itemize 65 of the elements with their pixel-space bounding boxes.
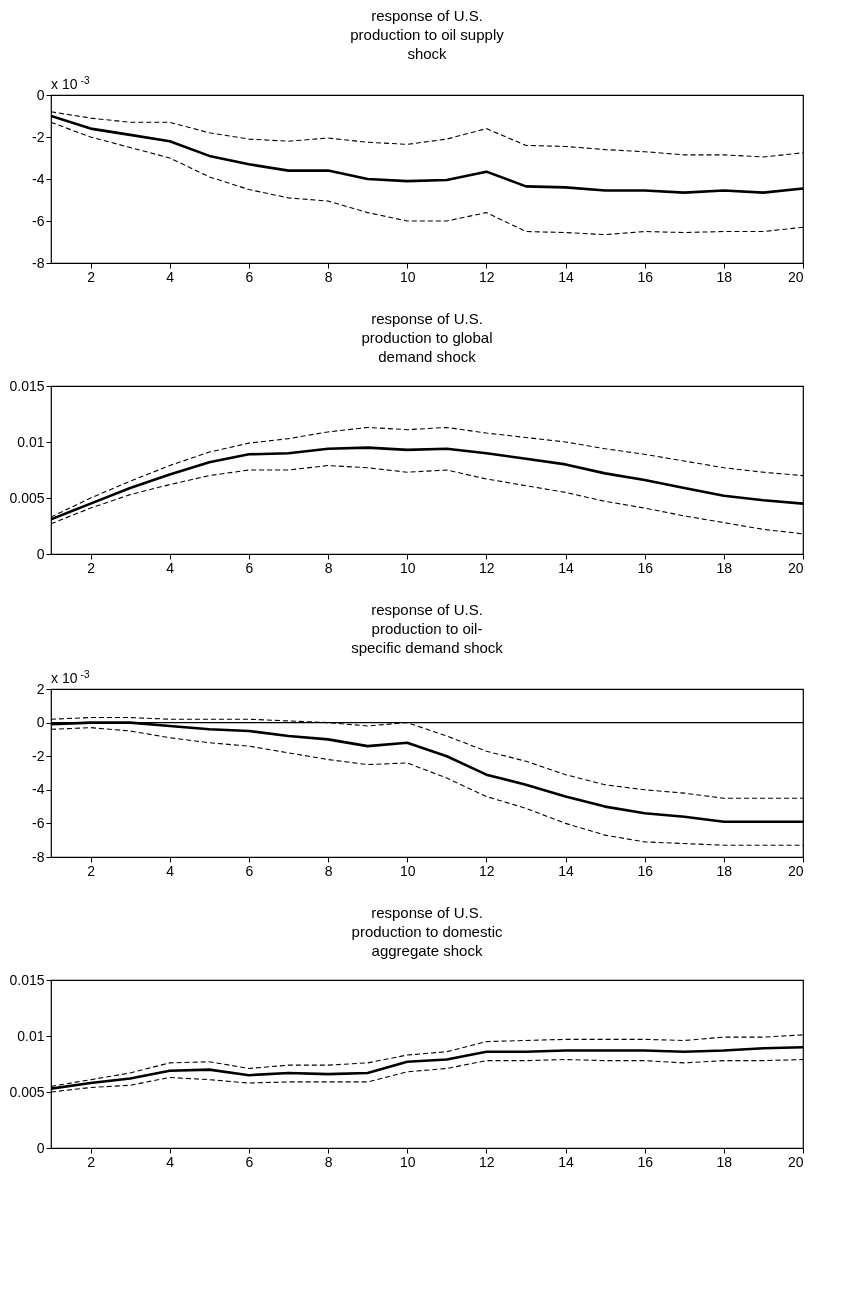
x-tick-label: 16: [637, 1153, 654, 1170]
x-tick-label: 18: [716, 1153, 733, 1170]
x-tick-label: 18: [716, 268, 733, 285]
x-tick-label: 6: [245, 862, 254, 879]
x-tick-label: 14: [558, 268, 575, 285]
chart-title: response of U.S. production to domestic aggregate shock: [351, 904, 503, 959]
x-tick-label: 12: [479, 862, 495, 879]
x-tick-label: 10: [399, 268, 416, 285]
x-tick-label: 12: [479, 268, 495, 285]
chart-title: response of U.S. production to oil supply shock: [350, 7, 505, 62]
x-tick-label: 4: [166, 268, 175, 285]
x-tick-label: 14: [558, 559, 575, 576]
text: x 10-3: [51, 75, 90, 92]
y-tick-label: -6: [32, 814, 45, 831]
y-tick-label: 0.015: [9, 971, 45, 988]
x-tick-label: 10: [399, 1153, 416, 1170]
x-tick-label: 20: [787, 1153, 804, 1170]
x-tick-label: 10: [399, 862, 416, 879]
x-tick-label: 8: [324, 268, 333, 285]
x-tick-label: 14: [558, 1153, 575, 1170]
x-tick-label: 8: [324, 1153, 333, 1170]
x-tick-label: 6: [245, 1153, 254, 1170]
x-tick-label: 12: [479, 1153, 495, 1170]
x-tick-label: 20: [787, 559, 804, 576]
y-tick-label: 0.01: [17, 1027, 45, 1044]
x-tick-label: 16: [637, 559, 654, 576]
x-tick-label: 20: [787, 268, 804, 285]
x-tick-label: 16: [637, 862, 654, 879]
y-tick-label: -4: [32, 781, 45, 798]
y-tick-label: 0.005: [9, 1083, 45, 1100]
y-tick-label: 2: [36, 680, 45, 697]
x-tick-label: 10: [399, 559, 416, 576]
chart-title: response of U.S. production to oil-specific demand shock: [351, 601, 504, 656]
x-tick-label: 4: [166, 862, 175, 879]
y-tick-label: 0.005: [9, 489, 45, 506]
x-tick-label: 2: [87, 1153, 96, 1170]
y-tick-label: -6: [32, 212, 45, 229]
text: x 10-3: [51, 669, 90, 686]
x-tick-label: 4: [166, 559, 175, 576]
x-tick-label: 8: [324, 862, 333, 879]
x-tick-label: 6: [245, 268, 254, 285]
y-tick-label: -8: [32, 254, 45, 271]
x-tick-label: 18: [716, 862, 733, 879]
y-tick-label: 0: [36, 714, 45, 731]
y-tick-label: 0.01: [17, 433, 45, 450]
y-tick-label: 0: [36, 86, 45, 103]
x-tick-label: 20: [787, 862, 804, 879]
x-tick-label: 8: [324, 559, 333, 576]
y-tick-label: -8: [32, 848, 45, 865]
x-tick-label: 14: [558, 862, 575, 879]
x-tick-label: 6: [245, 559, 254, 576]
y-tick-label: 0: [36, 545, 45, 562]
x-tick-label: 12: [479, 559, 495, 576]
x-tick-label: 2: [87, 862, 96, 879]
y-tick-label: 0.015: [9, 377, 45, 394]
x-tick-label: 16: [637, 268, 654, 285]
y-tick-label: -2: [32, 128, 45, 145]
y-tick-label: -2: [32, 747, 45, 764]
x-tick-label: 2: [87, 559, 96, 576]
y-tick-label: -4: [32, 170, 45, 187]
x-tick-label: 2: [87, 268, 96, 285]
chart-title: response of U.S. production to global demand shock: [361, 310, 493, 365]
y-tick-label: 0: [36, 1139, 45, 1156]
x-tick-label: 4: [166, 1153, 175, 1170]
x-tick-label: 18: [716, 559, 733, 576]
